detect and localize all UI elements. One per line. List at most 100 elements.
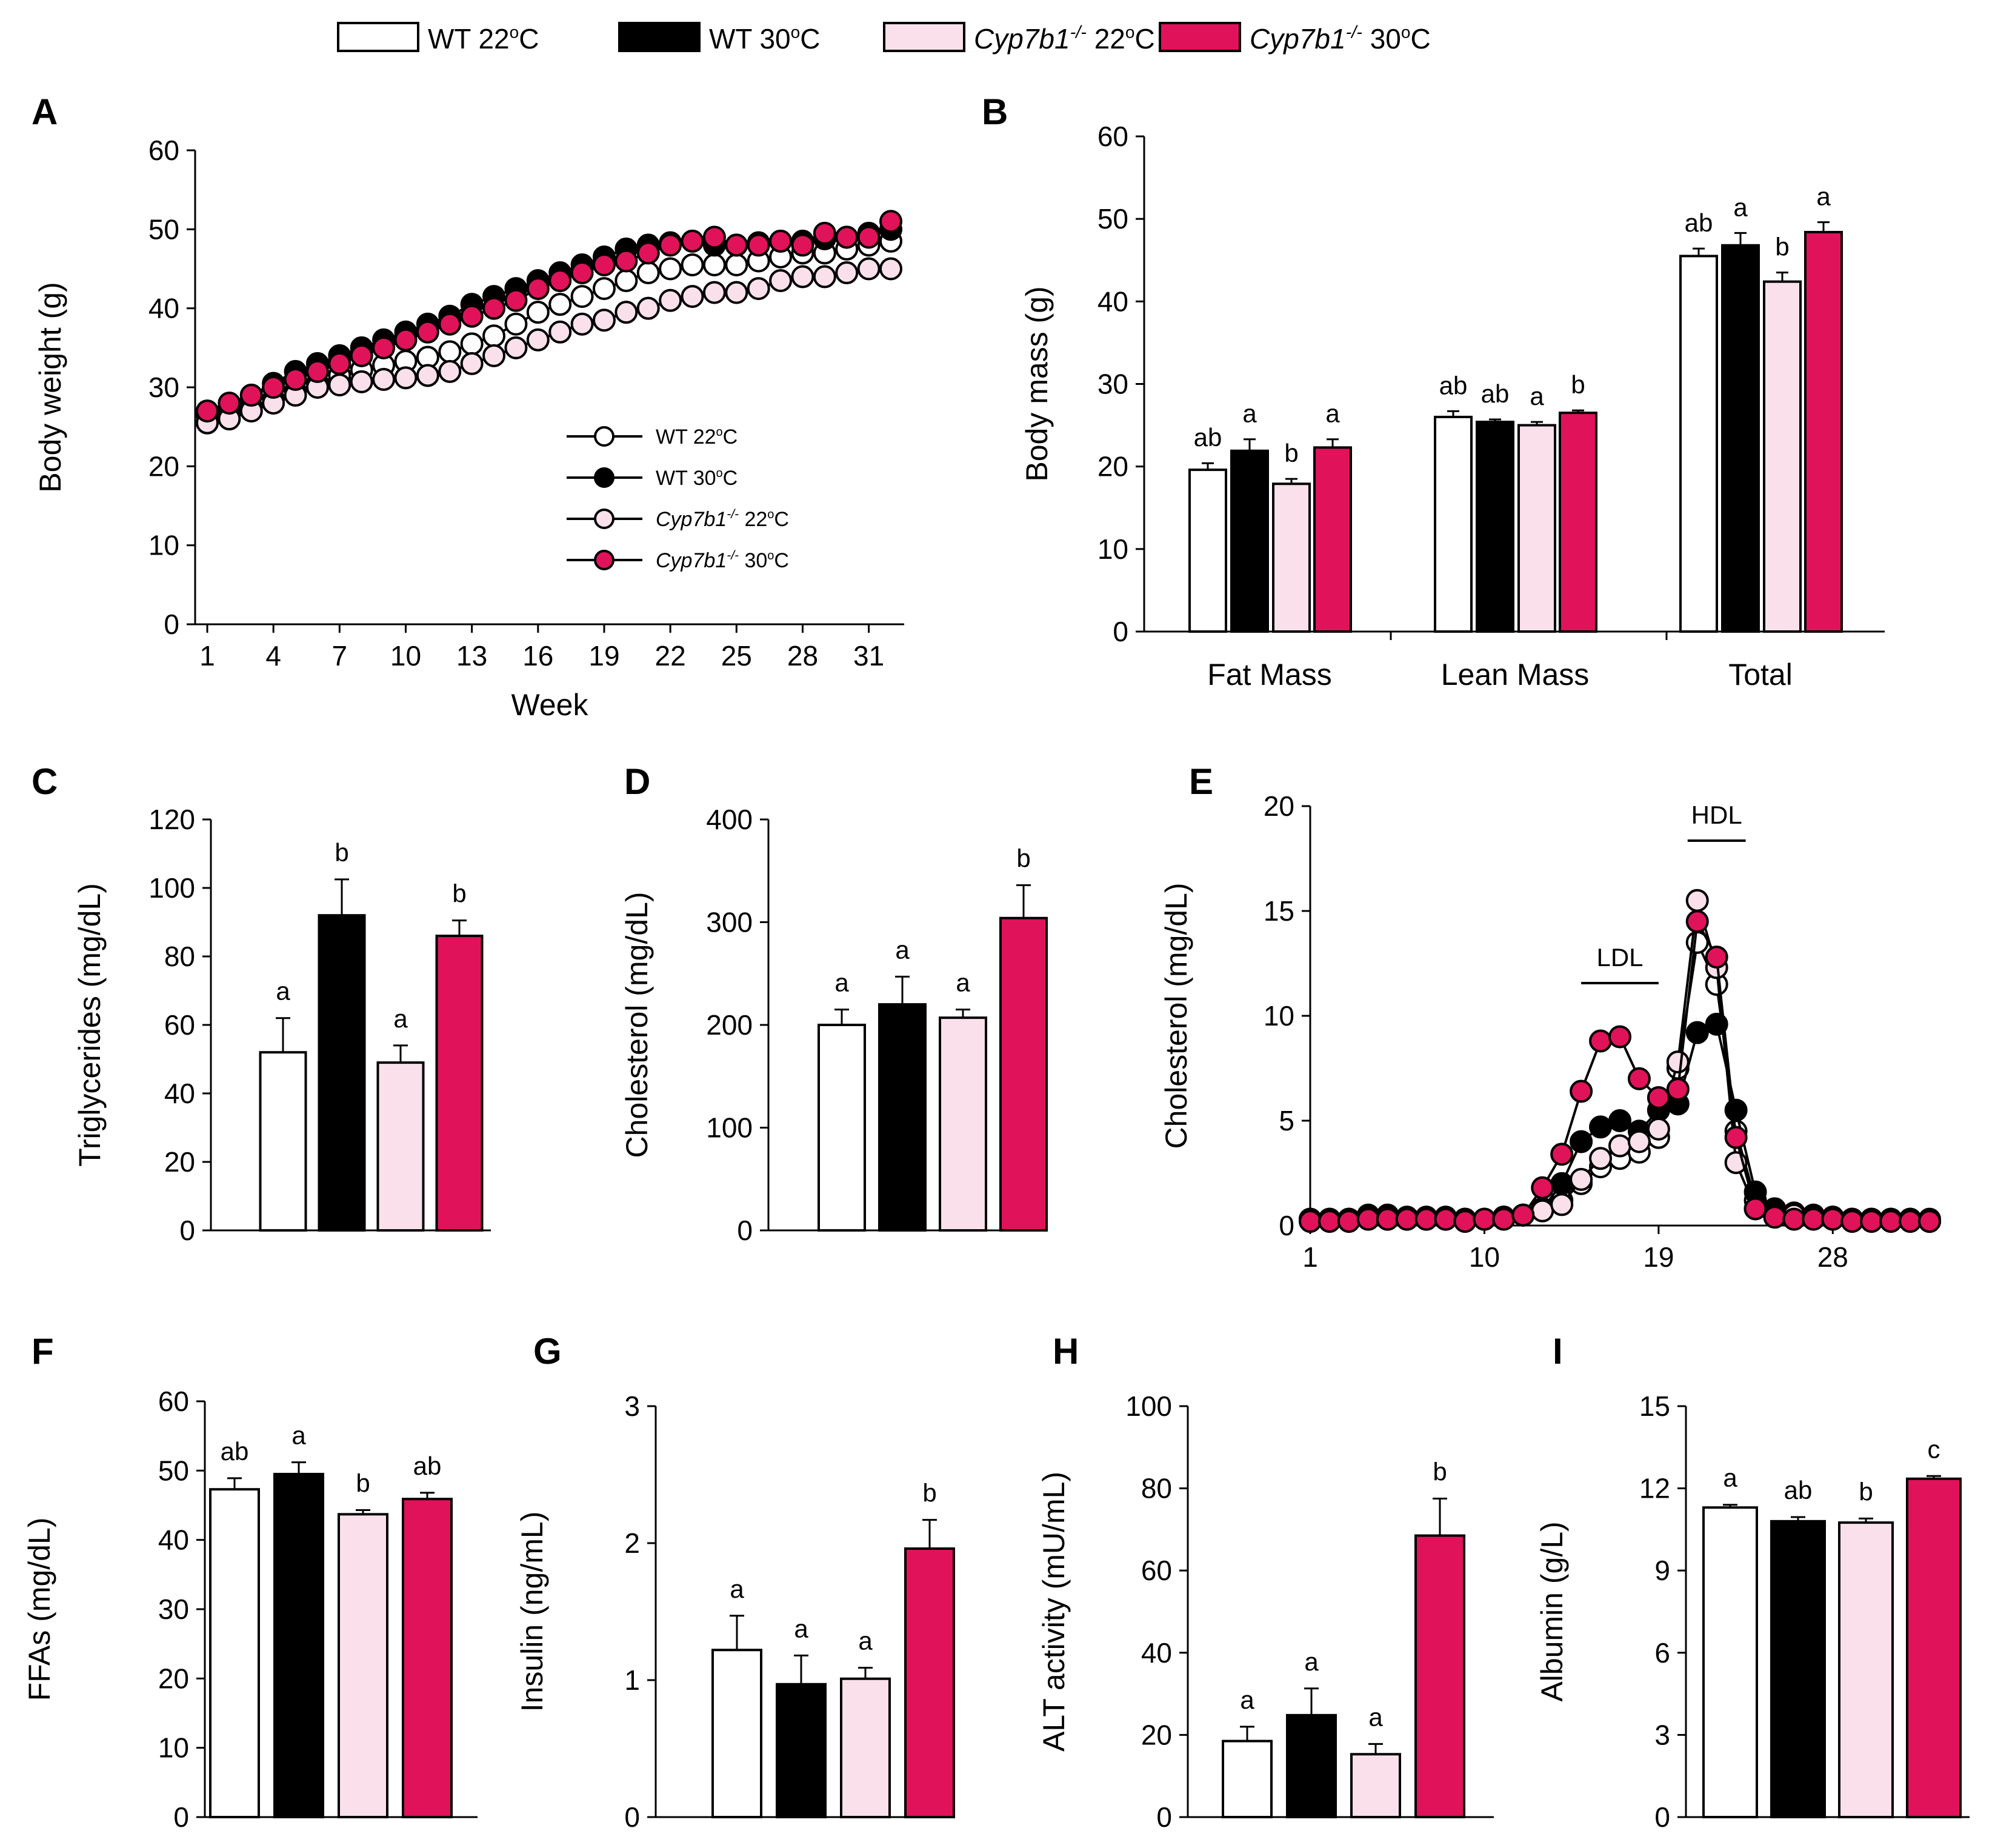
bar-ko30 — [1804, 230, 1843, 633]
panel-I: I 0 3 6 9 12 15 Albumin (g/L) a ab b c — [1535, 1331, 1970, 1833]
data-point-ko22 — [879, 257, 902, 281]
data-point-ko30 — [570, 261, 594, 285]
data-point-ko22 — [857, 257, 881, 281]
data-point-ko30 — [1570, 1079, 1593, 1103]
inner-legend-label-ko30: Cyp7b1-/- 30oC — [656, 549, 789, 572]
sig-letter-wt30: ab — [1784, 1476, 1813, 1504]
data-point-ko22 — [504, 336, 528, 359]
sig-letter-ko30: b — [1571, 370, 1585, 399]
data-point-ko22 — [725, 281, 748, 304]
data-point-ko30 — [1705, 946, 1728, 969]
inner-legend-marker-ko22 — [594, 509, 614, 529]
bar-wt30 — [318, 914, 366, 1232]
bar-wt30 — [273, 1473, 324, 1819]
y-tick-label: 10 — [158, 1732, 189, 1764]
legend-label-ko22: Cyp7b1-/- 22oC — [974, 23, 1155, 55]
data-point-ko30 — [196, 399, 219, 423]
y-tick-label: 30 — [148, 372, 179, 403]
data-point-ko30 — [460, 304, 484, 328]
data-point-ko30 — [636, 241, 660, 265]
inner-legend: WT 22oC WT 30oC Cyp7b1-/- 22oC Cyp7b1-/- 30… — [567, 425, 789, 572]
data-point-ko30 — [394, 328, 418, 352]
sig-letter-wt22: a — [276, 977, 290, 1006]
y-tick-label: 0 — [1113, 616, 1128, 647]
sig-letter-wt30: b — [335, 838, 348, 867]
data-point-wt22 — [570, 285, 594, 309]
data-point-ko30 — [305, 359, 329, 383]
sig-letter-ko30: b — [922, 1479, 936, 1507]
y-tick-label: 15 — [1264, 895, 1294, 927]
sig-letter-wt30: a — [291, 1421, 306, 1450]
y-axis-title: Cholesterol (mg/dL) — [620, 892, 654, 1158]
y-tick-label: 5 — [1279, 1105, 1294, 1136]
y-tick-label: 60 — [164, 1009, 195, 1041]
sig-letter-ko30: b — [1016, 844, 1030, 872]
sig-letter-wt22: ab — [221, 1437, 249, 1466]
data-point-wt22 — [526, 301, 550, 324]
data-point-ko30 — [1647, 1086, 1670, 1109]
legend-swatch-wt30 — [618, 22, 701, 52]
bar-wt22 — [209, 1488, 260, 1819]
data-point-ko30 — [1724, 1126, 1748, 1149]
y-axis-title: Albumin (g/L) — [1535, 1521, 1569, 1701]
data-point-wt22 — [548, 293, 572, 316]
sig-letter-ko22: b — [356, 1469, 370, 1498]
data-point-ko30 — [1744, 1197, 1767, 1221]
data-point-wt22 — [592, 277, 616, 301]
sig-letter-ko30: a — [1816, 182, 1831, 211]
data-point-ko30 — [1666, 1078, 1690, 1101]
x-category-label: Fat Mass — [1207, 658, 1332, 692]
bar-wt30 — [878, 1003, 927, 1232]
x-tick-label: 4 — [265, 640, 281, 672]
bar-ko22 — [1838, 1521, 1894, 1819]
data-point-wt22 — [659, 257, 682, 281]
bar-wt22 — [259, 1051, 307, 1232]
data-point-ko22 — [526, 328, 550, 352]
data-point-ko30 — [262, 376, 285, 399]
inner-legend-marker-wt22 — [594, 426, 614, 447]
y-axis-title: Body mass (g) — [1020, 286, 1054, 481]
sig-letter-wt30: a — [1304, 1647, 1319, 1676]
y-tick-label: 2 — [624, 1527, 640, 1559]
series-ko22 — [1299, 889, 1941, 1233]
data-point-ko22 — [416, 364, 439, 387]
data-point-ko22 — [813, 265, 836, 289]
annotation-label-hdl: HDL — [1691, 801, 1742, 829]
series-ko30 — [196, 210, 902, 423]
data-point-ko30 — [1685, 910, 1709, 933]
y-tick-label: 0 — [624, 1801, 640, 1833]
data-point-ko30 — [1531, 1176, 1554, 1199]
sig-letter-wt22: a — [1723, 1464, 1737, 1492]
bar-wt22 — [1434, 415, 1473, 633]
inner-legend-label-wt22: WT 22oC — [656, 425, 738, 449]
y-tick-label: 60 — [1097, 121, 1128, 152]
panel-E: E 0 5 10 15 20 Cholesterol (mg/dL) 1 10 19 28 LDL HD… — [1159, 761, 1941, 1273]
y-tick-label: 50 — [148, 213, 179, 245]
data-point-ko30 — [659, 233, 682, 257]
data-point-ko30 — [1627, 1067, 1651, 1090]
inner-legend-marker-ko30 — [594, 550, 614, 570]
x-category-label: Total — [1728, 658, 1793, 692]
y-tick-label: 0 — [1654, 1801, 1670, 1833]
sig-letter-ko22: a — [1530, 382, 1544, 410]
panel-A: A 0 10 20 30 40 50 60 Body weight (g) 1 4 7 10 13 16 19… — [32, 92, 904, 722]
bar-wt22 — [1679, 255, 1718, 633]
data-point-wt22 — [614, 269, 638, 293]
x-tick-label: 16 — [522, 640, 553, 672]
data-point-ko22 — [592, 309, 616, 332]
y-tick-label: 120 — [148, 804, 195, 835]
data-point-ko30 — [1414, 1207, 1438, 1231]
panel-letter-E: E — [1189, 761, 1213, 802]
y-tick-label: 40 — [164, 1078, 195, 1109]
y-tick-label: 10 — [1097, 533, 1128, 565]
y-tick-label: 100 — [148, 872, 195, 904]
x-tick-label: 31 — [853, 640, 884, 672]
bar-wt30 — [1286, 1713, 1337, 1818]
x-tick-label: 7 — [332, 640, 348, 672]
sig-letter-wt30: ab — [1481, 379, 1510, 408]
panel-D: D 0 100 200 300 400 Cholesterol (mg/dL) a a a b — [620, 761, 1048, 1246]
x-tick-label: 1 — [199, 640, 215, 672]
x-tick-label: 19 — [588, 640, 619, 672]
panel-letter-B: B — [982, 92, 1008, 132]
